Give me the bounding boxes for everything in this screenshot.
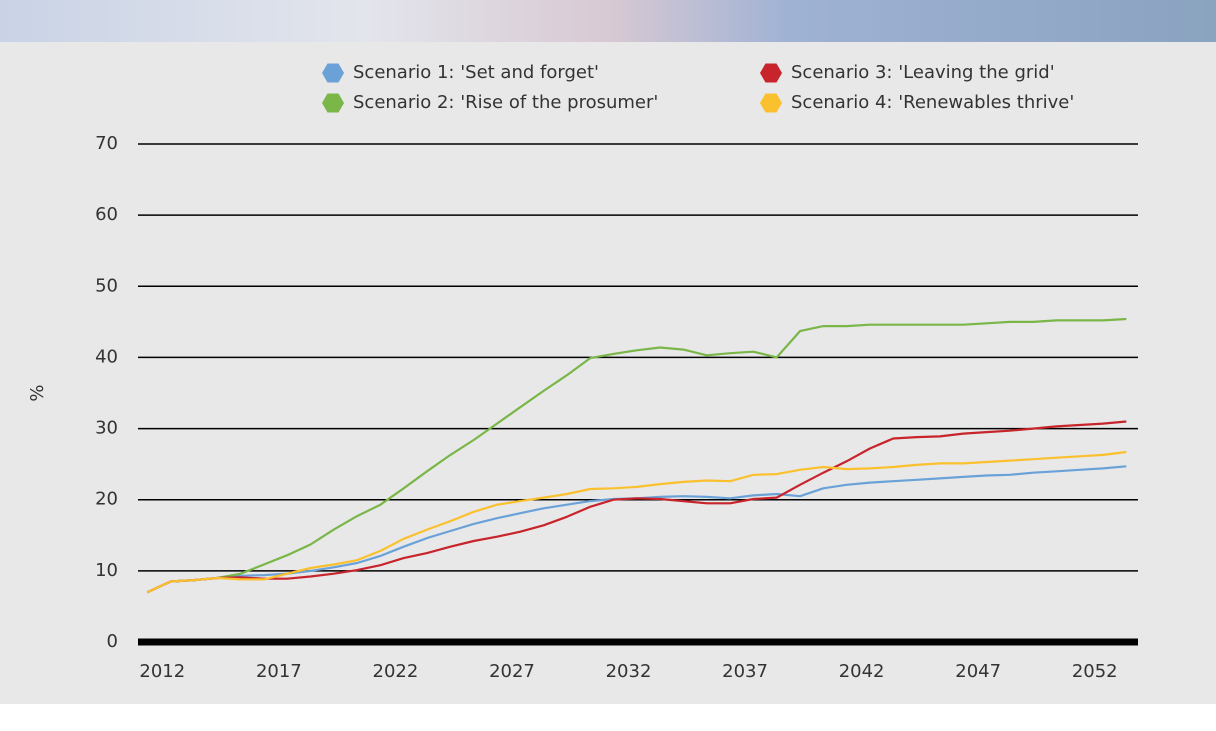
x-tick-label: 2032 [606, 661, 652, 682]
x-tick-label: 2042 [839, 661, 885, 682]
y-tick-label: 40 [95, 346, 118, 367]
y-tick-label: 0 [107, 631, 118, 652]
series-line [146, 420, 1127, 594]
x-tick-label: 2037 [722, 661, 768, 682]
x-tick-label: 2027 [489, 661, 535, 682]
legend-marker [322, 93, 344, 113]
x-tick-label: 2022 [373, 661, 419, 682]
legend-label: Scenario 2: 'Rise of the prosumer' [353, 92, 658, 113]
y-tick-label: 60 [95, 204, 118, 225]
y-tick-label: 70 [95, 133, 118, 154]
series-line [146, 450, 1127, 594]
y-tick-label: 50 [95, 275, 118, 296]
legend-marker [322, 63, 344, 83]
y-tick-label: 30 [95, 418, 118, 439]
legend-marker [760, 63, 782, 83]
legend-label: Scenario 4: 'Renewables thrive' [791, 92, 1074, 113]
x-tick-label: 2017 [256, 661, 302, 682]
x-tick-label: 2012 [139, 661, 185, 682]
y-tick-label: 10 [95, 560, 118, 581]
legend-label: Scenario 1: 'Set and forget' [353, 62, 599, 83]
series-line [146, 317, 1127, 594]
legend-label: Scenario 3: 'Leaving the grid' [791, 62, 1055, 83]
legend-marker [760, 93, 782, 113]
x-tick-label: 2052 [1072, 661, 1118, 682]
x-tick-label: 2047 [955, 661, 1001, 682]
y-tick-label: 20 [95, 489, 118, 510]
y-axis-label: % [27, 384, 48, 401]
chart-panel [0, 42, 1216, 704]
banner [0, 0, 1216, 42]
